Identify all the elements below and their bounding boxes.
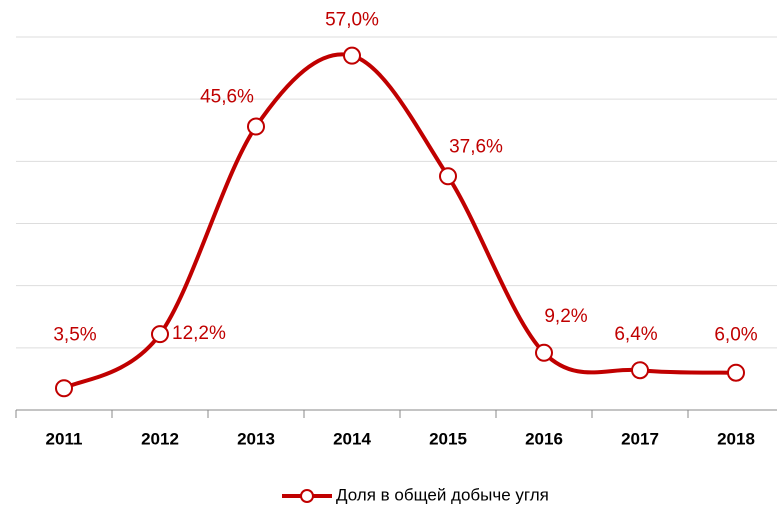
data-point xyxy=(439,167,457,186)
x-tick-label: 2017 xyxy=(621,429,659,448)
data-point xyxy=(631,361,649,380)
data-point xyxy=(535,343,553,362)
data-label: 3,5% xyxy=(53,324,96,345)
data-point xyxy=(55,379,73,398)
x-tick-label: 2014 xyxy=(333,429,371,448)
data-label: 6,0% xyxy=(714,325,757,346)
legend-label: Доля в общей добыче угля xyxy=(336,485,549,504)
data-point xyxy=(727,363,745,382)
data-label: 37,6% xyxy=(449,136,503,157)
data-point xyxy=(343,46,361,65)
x-tick-label: 2012 xyxy=(141,429,179,448)
data-label: 9,2% xyxy=(544,306,587,327)
data-label: 6,4% xyxy=(614,324,657,345)
x-tick-label: 2018 xyxy=(717,429,755,448)
data-label: 57,0% xyxy=(325,10,379,31)
x-tick-label: 2015 xyxy=(429,429,467,448)
legend-marker xyxy=(300,489,314,503)
data-label: 12,2% xyxy=(172,323,226,344)
data-point xyxy=(151,325,169,344)
x-tick-label: 2011 xyxy=(46,429,83,448)
data-label: 45,6% xyxy=(200,87,254,108)
series-line xyxy=(63,52,737,391)
data-point xyxy=(247,117,265,136)
x-tick-label: 2013 xyxy=(237,429,275,448)
x-tick-label: 2016 xyxy=(525,429,563,448)
